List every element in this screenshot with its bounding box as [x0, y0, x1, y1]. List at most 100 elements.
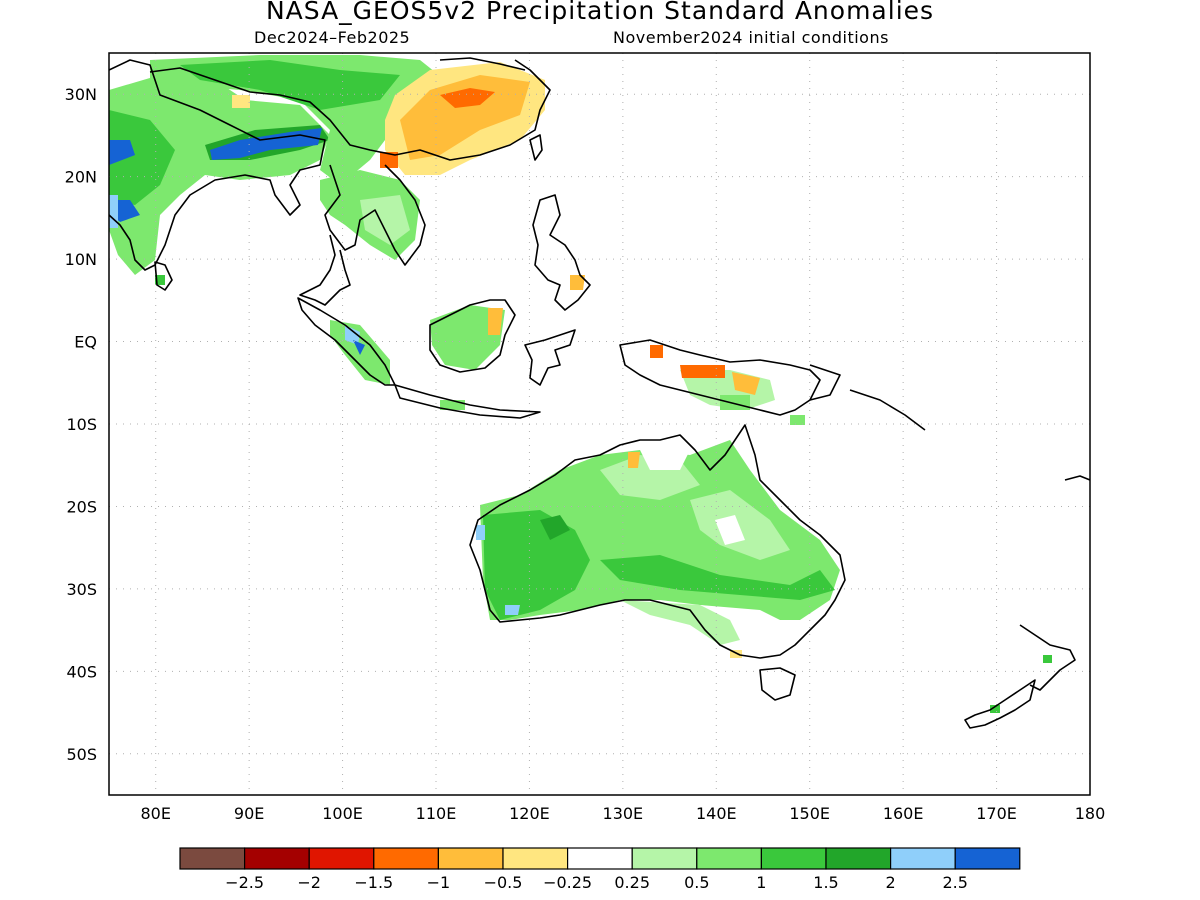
- lat-tick-label: 50S: [66, 745, 97, 764]
- latitude-axis: 30N 20N 10N EQ 10S 20S 30S 40S 50S: [65, 85, 97, 764]
- coast-newguinea-east: [809, 364, 841, 401]
- anomaly-india-lightblue: [109, 195, 118, 228]
- colorbar-label: −2: [297, 873, 321, 892]
- anomaly-newguinea-dry2: [732, 372, 760, 395]
- lon-tick-label: 110E: [416, 804, 457, 823]
- lon-tick-label: 150E: [789, 804, 830, 823]
- colorbar-label: 2: [886, 873, 896, 892]
- anomaly-australia-blue: [505, 605, 520, 615]
- anomaly-china-dry: [400, 75, 530, 160]
- anomaly-nz-green: [1043, 655, 1052, 663]
- anomaly-australia-blue2: [476, 525, 485, 540]
- lon-tick-label: 90E: [234, 804, 264, 823]
- colorbar-swatch: [179, 847, 246, 870]
- coast-borneo: [429, 299, 516, 373]
- colorbar-swatch: [760, 847, 827, 870]
- lat-tick-label: 10S: [66, 415, 97, 434]
- lon-tick-label: 100E: [322, 804, 363, 823]
- lon-tick-label: 140E: [696, 804, 737, 823]
- coast-india: [109, 59, 326, 271]
- coast-java: [394, 384, 541, 419]
- coast-australia: [469, 424, 846, 659]
- coast-philippines: [532, 194, 591, 311]
- lon-tick-label: 160E: [883, 804, 924, 823]
- anomaly-newguinea-dry: [680, 365, 725, 378]
- anomaly-newguinea-dry3: [650, 345, 663, 358]
- anomaly-tibet-mid: [180, 60, 400, 110]
- coast-malaya: [299, 234, 351, 306]
- lat-tick-label: 10N: [65, 250, 97, 269]
- anomaly-india-blue2: [112, 200, 140, 222]
- map-title: NASA_GEOS5v2 Precipitation Standard Anom…: [265, 0, 935, 25]
- lat-tick-label: 30S: [66, 580, 97, 599]
- map-gridlines: [109, 53, 1090, 795]
- coast-nz-north: [1019, 624, 1076, 691]
- colorbar-swatch: [696, 847, 762, 870]
- colorbar-label: 1.5: [813, 873, 838, 892]
- colorbar-swatch: [502, 847, 569, 870]
- anomaly-australia-white2: [640, 450, 690, 470]
- anomaly-borneo-wet: [430, 305, 505, 370]
- colorbar-label: −0.5: [484, 873, 523, 892]
- lon-tick-label: 170E: [976, 804, 1017, 823]
- colorbar-swatch: [566, 847, 633, 870]
- anomaly-india-blue: [109, 140, 135, 165]
- colorbar-label: −0.25: [543, 873, 592, 892]
- lat-tick-label: 40S: [66, 662, 97, 681]
- colorbar-label: −2.5: [225, 873, 264, 892]
- colorbar-label: 2.5: [942, 873, 967, 892]
- lon-tick-label: 120E: [509, 804, 550, 823]
- colorbar-label: 0.5: [684, 873, 709, 892]
- anomaly-borneo-dry: [488, 308, 503, 335]
- colorbar-swatch: [954, 847, 1021, 870]
- coast-indochina: [324, 164, 426, 266]
- coast-sumatra: [297, 297, 396, 386]
- anomaly-field: [109, 55, 1052, 713]
- coast-nz-south: [964, 679, 1036, 729]
- anomaly-newguinea-green: [720, 395, 750, 410]
- colorbar-swatch: [308, 847, 375, 870]
- coast-srilanka: [154, 261, 173, 291]
- coast-taiwan: [529, 134, 543, 161]
- colorbar-label: 0.25: [614, 873, 650, 892]
- anomaly-nz-green2: [990, 705, 1000, 713]
- anomaly-tibet-dry: [232, 95, 250, 108]
- coast-sulawesi: [524, 329, 576, 386]
- colorbar-swatch: [437, 847, 504, 870]
- lat-tick-label: 30N: [65, 85, 97, 104]
- coast-china-north: [439, 57, 526, 71]
- lon-tick-label: 130E: [603, 804, 644, 823]
- lat-tick-label: 20S: [66, 497, 97, 516]
- colorbar-swatch: [889, 847, 956, 870]
- longitude-axis: 80E 90E 100E 110E 120E 130E 140E 150E 160E 170E 18…: [140, 804, 1105, 823]
- forecast-period: Dec2024–Feb2025: [254, 28, 411, 47]
- coast-solomons: [849, 389, 926, 431]
- anomaly-australia-white1: [715, 515, 745, 545]
- anomaly-india-mid: [109, 110, 175, 205]
- anomaly-sumatra-blue2: [353, 340, 365, 355]
- colorbar-label: −1.5: [354, 873, 393, 892]
- initial-conditions: November2024 initial conditions: [613, 28, 889, 47]
- anomaly-sumatra-blue: [345, 325, 360, 345]
- anomaly-australia-dry: [628, 452, 640, 468]
- colorbar-swatch: [825, 847, 892, 870]
- map-frame: [108, 52, 1091, 796]
- colorbar: −2.5 −2 −1.5 −1 −0.5 −0.25 0.25 0.5 1 1.5 2 2.5: [179, 847, 1021, 892]
- anomaly-vietnam-dry: [380, 152, 398, 168]
- colorbar-label: −1: [427, 873, 451, 892]
- anomaly-indochina-light: [360, 195, 410, 245]
- lat-tick-label: EQ: [74, 333, 97, 352]
- anomaly-australia-light3: [620, 600, 740, 645]
- colorbar-label: 1: [756, 873, 766, 892]
- coast-tibet: [149, 59, 551, 161]
- colorbar-swatch: [373, 847, 439, 870]
- colorbar-swatch: [244, 847, 310, 870]
- colorbar-swatch: [631, 847, 698, 870]
- anomaly-australia-light2: [690, 490, 790, 560]
- coast-fiji: [1064, 475, 1090, 481]
- anomaly-china-dry-strong: [440, 88, 495, 108]
- anomaly-australia-mid: [483, 510, 590, 620]
- anomaly-phil-dry: [570, 275, 585, 290]
- coast-newguinea: [619, 339, 821, 416]
